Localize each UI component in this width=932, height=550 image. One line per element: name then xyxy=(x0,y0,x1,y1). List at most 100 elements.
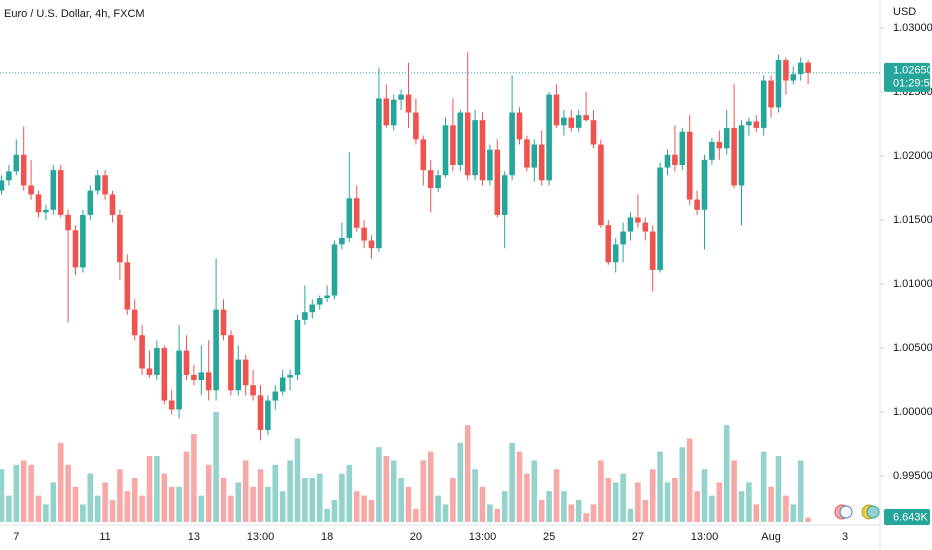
volume-bar xyxy=(242,460,249,522)
candle-body xyxy=(635,217,641,223)
volume-bar xyxy=(376,447,382,522)
volume-bar xyxy=(28,464,34,522)
candle-body xyxy=(324,295,330,299)
candle-body xyxy=(509,112,515,176)
volume-bar xyxy=(590,504,597,522)
volume-bar xyxy=(494,508,501,522)
candle-body xyxy=(302,312,308,320)
last-price-tag xyxy=(884,62,930,92)
candle-body xyxy=(398,94,404,100)
volume-bar xyxy=(679,447,686,522)
y-tick-label: 1.01000 xyxy=(893,278,932,290)
chart-title: Euro / U.S. Dollar, 4h, FXCM xyxy=(4,8,145,20)
volume-bar xyxy=(479,486,486,522)
volume-bar xyxy=(279,491,286,522)
volume-bar xyxy=(353,491,360,522)
candle-body xyxy=(117,214,123,263)
candle-body xyxy=(657,167,663,270)
volume-bar xyxy=(664,482,671,522)
candle-body xyxy=(694,199,700,210)
candle-body xyxy=(161,348,168,401)
candle-body xyxy=(790,74,797,81)
candle-body xyxy=(546,94,552,181)
volume-bar xyxy=(450,478,456,522)
candle-body xyxy=(339,237,345,245)
x-tick-label: 7 xyxy=(13,531,19,543)
volume-bar xyxy=(435,495,441,522)
countdown: 01:29:56 xyxy=(893,78,932,90)
candle-body xyxy=(435,175,441,189)
x-tick-label: 20 xyxy=(410,531,422,543)
volume-bar xyxy=(72,486,79,522)
volume-bar xyxy=(176,486,182,522)
volume-bar xyxy=(531,460,538,522)
candle-body xyxy=(57,170,64,215)
candle-body xyxy=(731,127,737,186)
volume-bar xyxy=(35,495,42,522)
candle-body xyxy=(43,209,49,213)
candle-body xyxy=(346,198,353,238)
volume-bar xyxy=(405,486,412,522)
volume-bar xyxy=(501,491,508,522)
volume-bar xyxy=(672,478,678,522)
candle-body xyxy=(331,244,338,296)
volume-bar xyxy=(65,464,71,522)
volume-bar xyxy=(561,491,567,522)
volume-bar xyxy=(723,425,730,522)
y-axis: 0.99500 1.00000 1.00500 1.01000 1.01500 1.020… xyxy=(880,22,932,482)
candle-body xyxy=(80,214,86,268)
volume-bar xyxy=(80,504,86,522)
candle-body xyxy=(368,240,375,249)
candle-body xyxy=(228,335,234,391)
candle-body xyxy=(213,309,219,391)
volume-bar xyxy=(57,442,64,522)
x-tick-label: 13:00 xyxy=(691,531,719,543)
candle-body xyxy=(649,231,656,270)
x-tick-label: 13:00 xyxy=(247,531,275,543)
volume-bar xyxy=(191,434,197,522)
volume-bar xyxy=(13,464,20,522)
candle-body xyxy=(65,214,71,231)
candle-body xyxy=(583,115,589,121)
volume-bar xyxy=(50,482,57,522)
candle-body xyxy=(531,144,538,168)
candle-body xyxy=(686,131,693,200)
volume-bar xyxy=(250,486,256,522)
volume-bar xyxy=(509,442,515,522)
candle-body xyxy=(642,222,649,232)
x-tick-label: 13 xyxy=(188,531,200,543)
volume-bar xyxy=(701,469,708,522)
plot xyxy=(0,52,811,522)
volume-bar xyxy=(161,473,168,522)
volume-bar xyxy=(797,460,804,522)
candle-body xyxy=(494,149,501,215)
volume-bar xyxy=(753,504,760,522)
candle-body xyxy=(464,112,471,176)
volume-bar xyxy=(287,460,293,522)
volume-bar xyxy=(598,460,604,522)
volume-bar xyxy=(420,460,427,522)
volume-bar xyxy=(213,412,219,522)
volume-bar xyxy=(131,478,138,522)
volume-bar xyxy=(709,495,715,522)
candle-body xyxy=(716,141,723,149)
volume-bar xyxy=(102,482,108,522)
candle-body xyxy=(672,154,678,165)
volume-bar xyxy=(746,482,752,522)
volume-bar xyxy=(538,500,545,522)
candle-body xyxy=(768,80,774,108)
volume-bar xyxy=(43,504,49,522)
candle-body xyxy=(361,227,367,241)
volume-bar xyxy=(272,464,279,522)
candle-body xyxy=(257,395,264,430)
y-tick-label: 1.01500 xyxy=(893,214,932,226)
y-tick-label: 1.02000 xyxy=(893,150,932,162)
volume-bar xyxy=(368,500,375,522)
candle-body xyxy=(760,80,767,128)
candle-body xyxy=(664,154,671,168)
volume-bar xyxy=(183,451,190,522)
volume-bar xyxy=(642,500,649,522)
volume-bar xyxy=(309,478,316,522)
candle-body xyxy=(590,120,597,145)
